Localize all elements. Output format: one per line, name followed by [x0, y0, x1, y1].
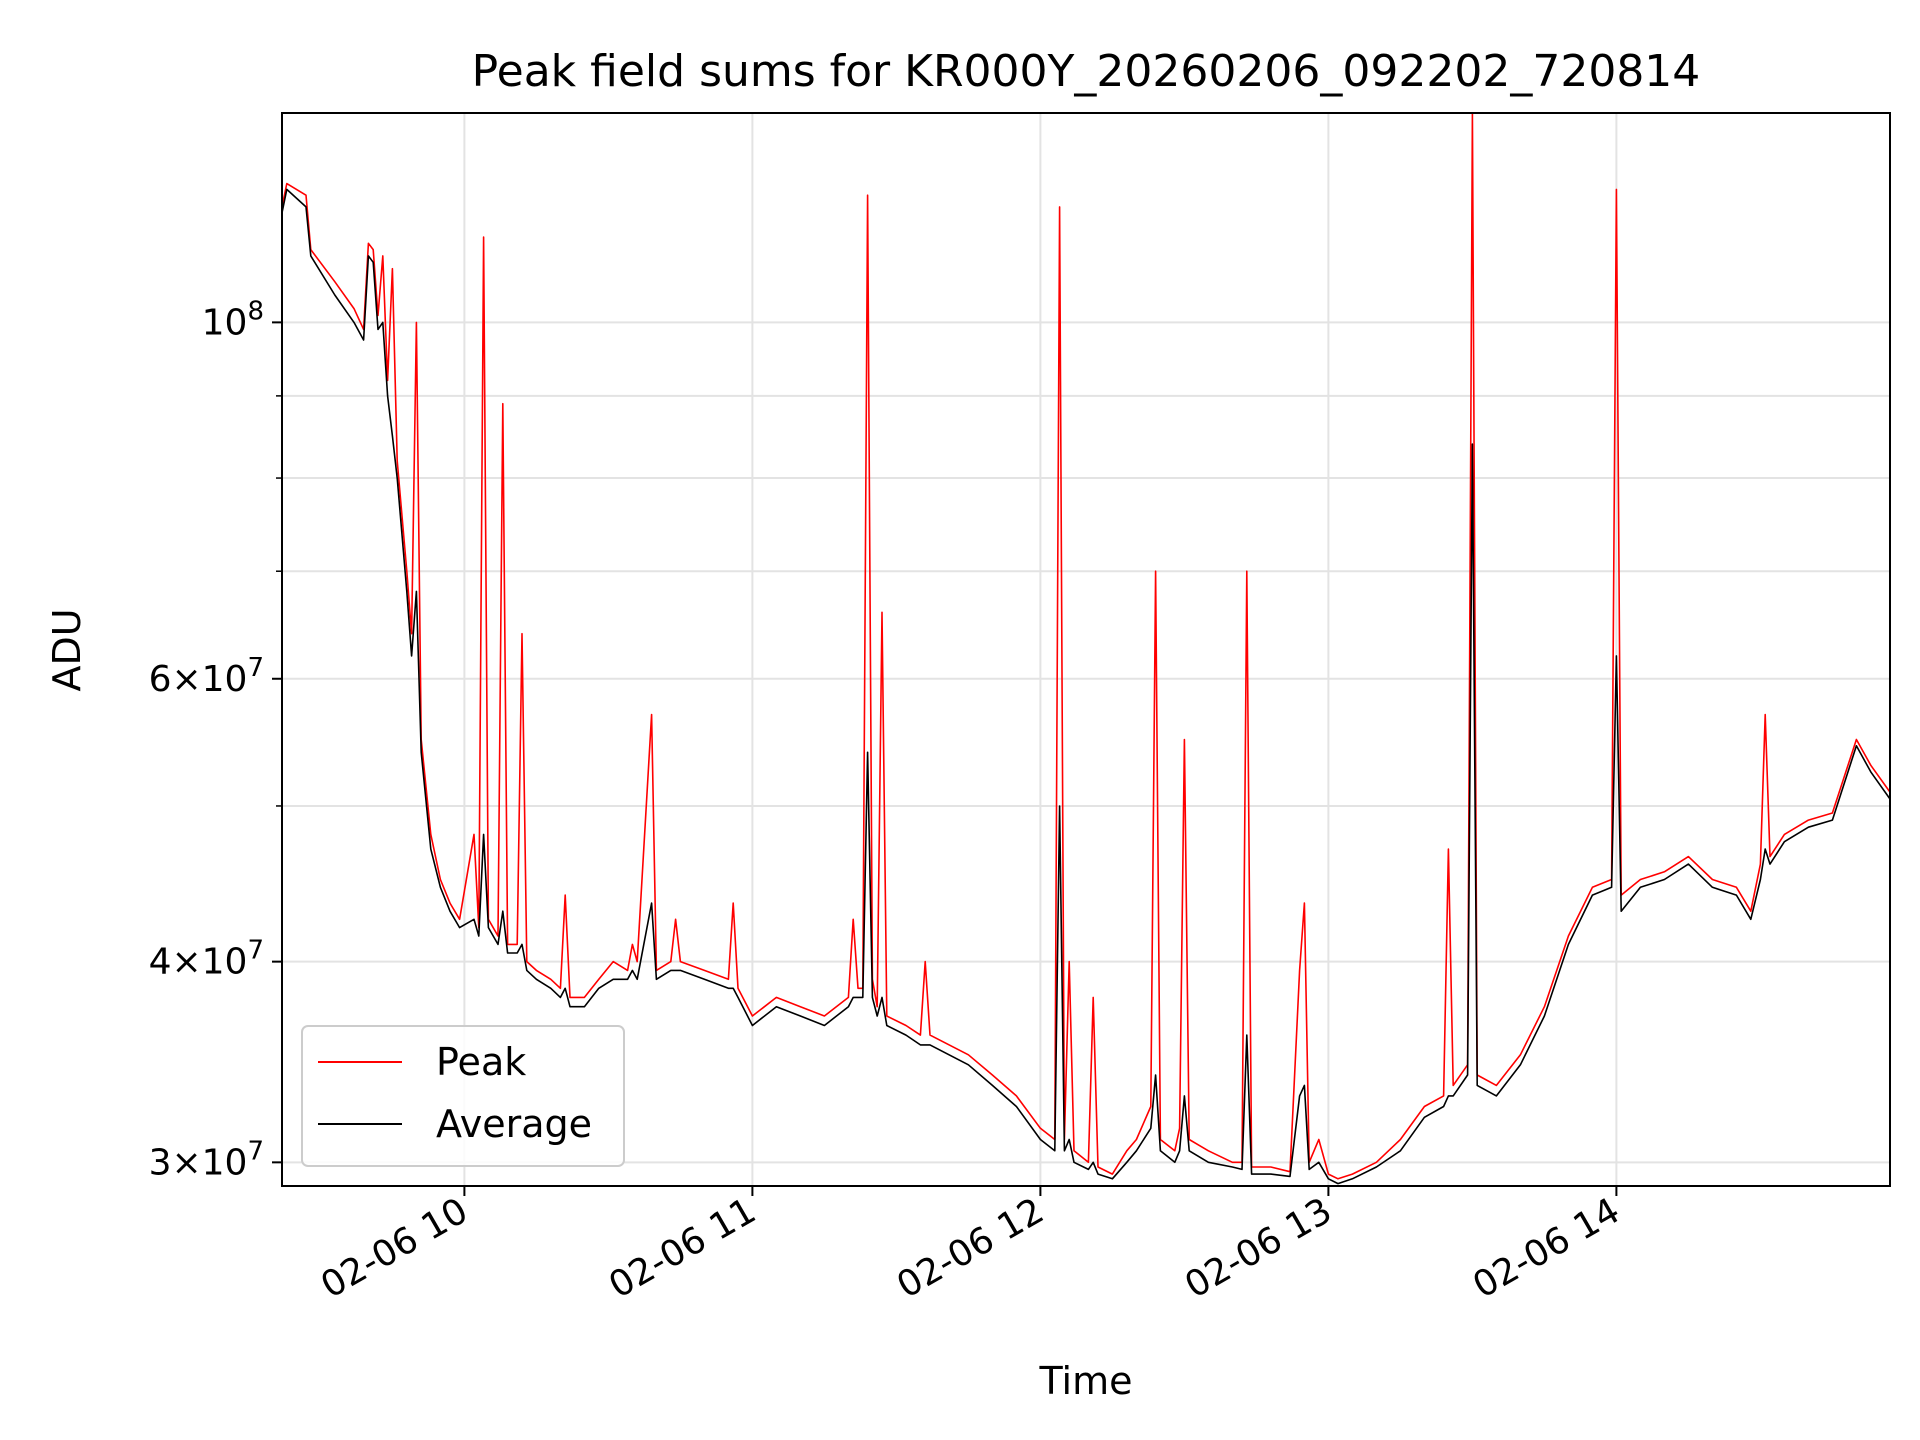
- y-tick-label: 3×107: [149, 1136, 264, 1183]
- x-axis-title: Time: [1039, 1359, 1133, 1403]
- legend-label-average: Average: [436, 1102, 592, 1146]
- legend-label-peak: Peak: [436, 1040, 526, 1084]
- chart-title: Peak field sums for KR000Y_20260206_0922…: [472, 46, 1701, 97]
- plot-frame: [281, 112, 1891, 1187]
- series-layer: [281, 112, 1891, 1185]
- series-line-peak: [281, 112, 1891, 1180]
- y-axis-title: ADU: [45, 608, 89, 691]
- y-tick-label: 108: [202, 296, 264, 343]
- series-line-average: [281, 188, 1891, 1185]
- y-tick-label: 6×107: [149, 653, 264, 700]
- y-axis: 3×107 4×107 6×107 108: [149, 296, 282, 1183]
- y-tick-label: 4×107: [149, 936, 264, 983]
- legend: Peak Average: [301, 1025, 625, 1167]
- plot-area: [282, 113, 1890, 1186]
